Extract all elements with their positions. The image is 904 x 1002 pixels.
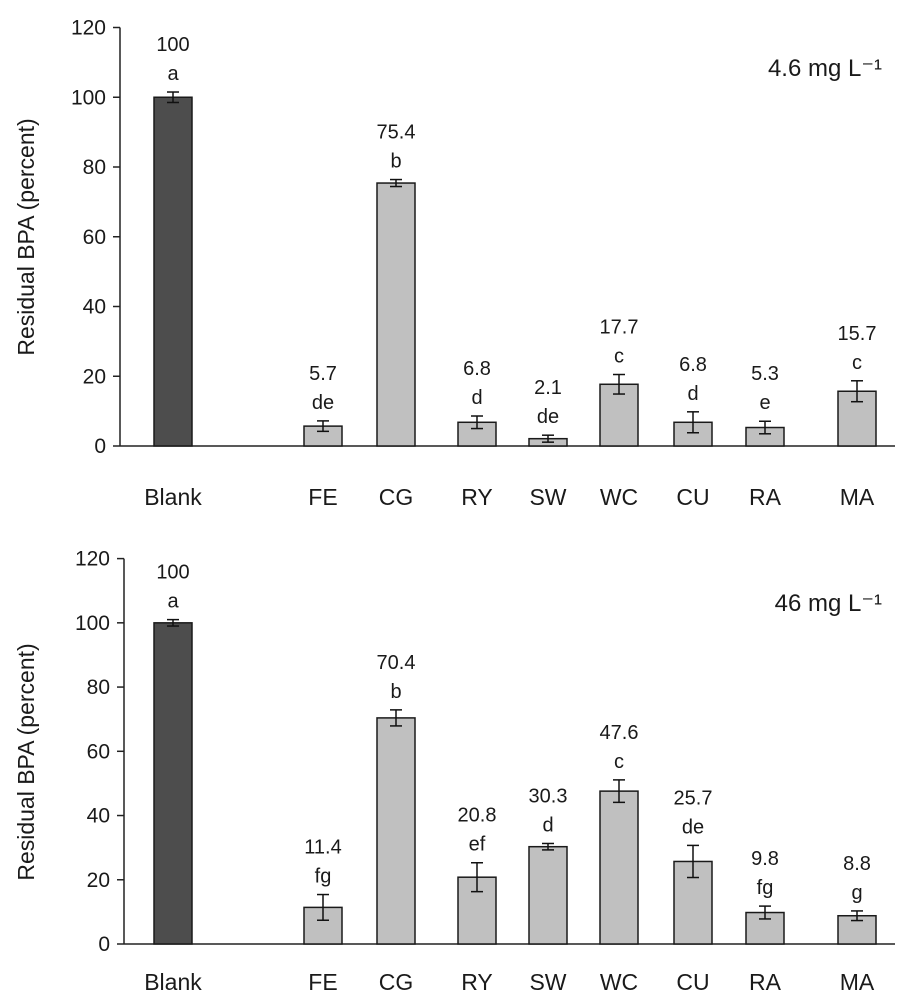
group-letter-label: de bbox=[682, 816, 704, 838]
concentration-label: 4.6 mg L⁻¹ bbox=[768, 55, 882, 82]
group-letter-label: b bbox=[390, 151, 401, 173]
bar-cg bbox=[376, 717, 416, 945]
value-label: 75.4 bbox=[377, 122, 416, 144]
value-label: 25.7 bbox=[674, 787, 713, 809]
category-label: SW bbox=[529, 969, 566, 995]
group-letter-label: de bbox=[537, 406, 559, 428]
y-tick-label: 100 bbox=[71, 86, 106, 109]
bar-blank bbox=[153, 622, 193, 945]
value-label: 6.8 bbox=[463, 358, 491, 380]
group-letter-label: d bbox=[471, 387, 482, 409]
category-label: MA bbox=[840, 969, 875, 995]
y-tick-label: 60 bbox=[87, 740, 110, 763]
y-axis-title: Residual BPA (percent) bbox=[13, 643, 39, 880]
group-letter-label: b bbox=[390, 681, 401, 703]
bar-cg bbox=[376, 182, 416, 447]
group-letter-label: d bbox=[542, 814, 553, 836]
category-label: WC bbox=[600, 969, 638, 995]
group-letter-label: a bbox=[167, 63, 179, 85]
value-label: 2.1 bbox=[534, 377, 562, 399]
y-tick-label: 120 bbox=[71, 17, 106, 40]
bar-blank bbox=[153, 96, 193, 447]
group-letter-label: g bbox=[851, 882, 862, 904]
chart-panel-2: 0 20 40 60 80 100 120 Residual BPA (percent) 46 … bbox=[13, 548, 895, 995]
group-letter-label: fg bbox=[757, 877, 774, 899]
group-letter-label: fg bbox=[315, 866, 332, 888]
category-label: RA bbox=[749, 969, 782, 995]
category-label: WC bbox=[600, 484, 638, 510]
category-label: FE bbox=[308, 484, 337, 510]
y-tick-label: 0 bbox=[94, 435, 106, 458]
value-label: 6.8 bbox=[679, 354, 707, 376]
category-label: CG bbox=[379, 484, 414, 510]
category-label: CU bbox=[676, 484, 709, 510]
value-label: 20.8 bbox=[458, 805, 497, 827]
category-label: RA bbox=[749, 484, 782, 510]
concentration-label: 46 mg L⁻¹ bbox=[775, 590, 882, 617]
value-label: 70.4 bbox=[377, 652, 416, 674]
value-label: 100 bbox=[156, 34, 189, 56]
value-label: 100 bbox=[156, 562, 189, 584]
category-label: RY bbox=[461, 484, 493, 510]
value-label: 9.8 bbox=[751, 848, 779, 870]
category-label: FE bbox=[308, 969, 337, 995]
y-tick-label: 40 bbox=[83, 296, 106, 319]
group-letter-label: d bbox=[687, 383, 698, 405]
value-label: 17.7 bbox=[600, 317, 639, 339]
category-label: MA bbox=[840, 484, 875, 510]
group-letter-label: a bbox=[167, 591, 179, 613]
y-tick-label: 80 bbox=[83, 156, 106, 179]
y-axis-title: Residual BPA (percent) bbox=[13, 118, 39, 355]
value-label: 11.4 bbox=[304, 837, 341, 859]
value-label: 30.3 bbox=[529, 785, 568, 807]
category-label: RY bbox=[461, 969, 493, 995]
group-letter-label: c bbox=[852, 352, 862, 374]
category-label: Blank bbox=[144, 969, 202, 995]
bar-wc bbox=[599, 790, 639, 945]
y-tick-label: 100 bbox=[75, 612, 110, 635]
category-label: Blank bbox=[144, 484, 202, 510]
category-label: SW bbox=[529, 484, 566, 510]
value-label: 8.8 bbox=[843, 853, 871, 875]
chart-panel-1: 0 20 40 60 80 100 120 Residual BPA (percent) 4.6… bbox=[13, 17, 895, 510]
y-tick-label: 40 bbox=[87, 805, 110, 828]
value-label: 5.7 bbox=[309, 363, 337, 385]
y-tick-label: 120 bbox=[75, 548, 110, 571]
y-tick-label: 20 bbox=[87, 869, 110, 892]
group-letter-label: e bbox=[759, 392, 770, 414]
y-tick-label: 0 bbox=[98, 933, 110, 956]
group-letter-label: ef bbox=[469, 834, 486, 856]
category-label: CG bbox=[379, 969, 414, 995]
group-letter-label: c bbox=[614, 346, 624, 368]
y-tick-label: 80 bbox=[87, 676, 110, 699]
y-tick-label: 60 bbox=[83, 226, 106, 249]
value-label: 5.3 bbox=[751, 363, 779, 385]
category-label: CU bbox=[676, 969, 709, 995]
bar-sw bbox=[528, 845, 568, 945]
group-letter-label: c bbox=[614, 751, 624, 773]
group-letter-label: de bbox=[312, 392, 334, 414]
value-label: 15.7 bbox=[838, 323, 877, 345]
y-tick-label: 20 bbox=[83, 365, 106, 388]
value-label: 47.6 bbox=[600, 722, 639, 744]
